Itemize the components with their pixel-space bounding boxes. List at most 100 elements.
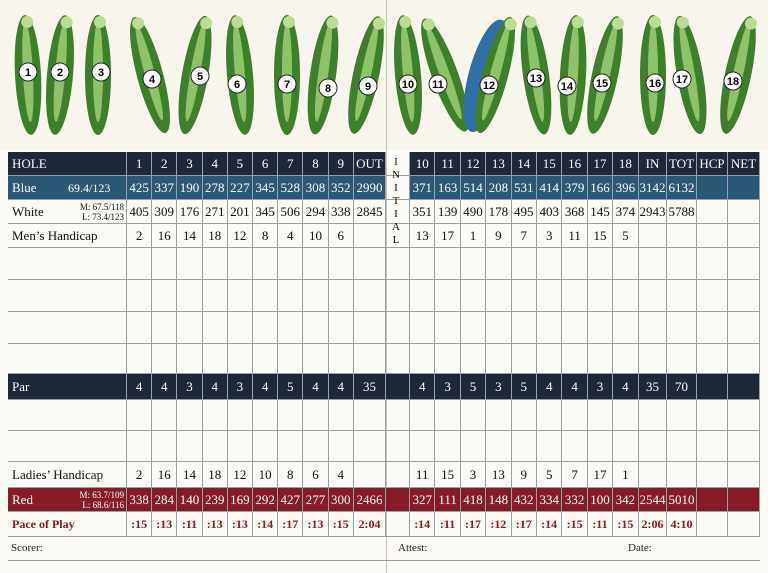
hole-number: 5 (197, 71, 203, 83)
score-cell: 17 (587, 152, 614, 176)
score-cell: 5 (511, 374, 537, 400)
attest-label: Attest: (398, 542, 428, 554)
blank-cell (354, 431, 386, 462)
score-cell: 12 (227, 462, 253, 488)
hole-shape (744, 17, 757, 30)
blank-cell (435, 248, 461, 280)
score-cell: 308 (303, 176, 329, 200)
blank-cell (511, 312, 537, 344)
score-cell: 6 (303, 462, 329, 488)
blank-cell (537, 400, 563, 431)
score-cell: 111 (435, 488, 461, 512)
hole-shape (567, 22, 579, 122)
hole-shape (132, 17, 145, 30)
score-cell: 10 (253, 462, 279, 488)
score-cell: :14 (537, 512, 563, 537)
blank-cell (697, 280, 728, 312)
blank-cell (152, 344, 178, 374)
blank-cell (152, 431, 178, 462)
blank-cell (328, 248, 354, 280)
blank-cell (511, 400, 537, 431)
score-cell: 15 (435, 462, 461, 488)
score-cell: 2990 (354, 176, 386, 200)
score-cell: 4 (152, 374, 178, 400)
score-cell: 514 (460, 176, 487, 200)
blank-cell (386, 400, 410, 431)
score-cell: 10 (410, 152, 436, 176)
score-cell: :13 (152, 512, 178, 537)
blank-cell (278, 280, 304, 312)
blank-cell (227, 312, 253, 344)
blank-cell (202, 400, 228, 431)
blank-cell (202, 312, 228, 344)
score-cell: 425 (127, 176, 153, 200)
course-rating: L: 68.6/116 (82, 500, 124, 510)
hole-shape (372, 17, 385, 30)
blank-cell (697, 344, 728, 374)
score-cell: 342 (613, 488, 639, 512)
hole-shape (200, 17, 213, 30)
score-cell: :14 (410, 512, 436, 537)
score-cell: :13 (227, 512, 253, 537)
blank-cell (728, 400, 760, 431)
score-cell (639, 224, 667, 248)
score-cell: 338 (328, 200, 354, 224)
score-cell: :15 (328, 512, 354, 537)
score-cell: 14 (511, 152, 537, 176)
blank-cell (511, 280, 537, 312)
score-cell: 418 (460, 488, 487, 512)
score-cell: 166 (587, 176, 614, 200)
blank-cell (697, 400, 728, 431)
blank-cell (386, 431, 410, 462)
blank-cell (486, 312, 512, 344)
blank-cell (303, 431, 329, 462)
blank-cell (278, 344, 304, 374)
hole-marker (557, 76, 577, 96)
blank-cell (639, 312, 667, 344)
score-cell: 12 (227, 224, 253, 248)
score-cell: 4 (202, 374, 228, 400)
row-label: Blue (8, 176, 127, 200)
blank-cell (667, 248, 697, 280)
score-cell: 271 (202, 200, 228, 224)
score-cell (728, 224, 760, 248)
hole-shape (594, 23, 618, 121)
hole-marker (277, 74, 297, 94)
score-cell: :17 (460, 512, 487, 537)
score-cell (697, 224, 728, 248)
score-cell: 4 (303, 374, 329, 400)
score-cell (386, 224, 410, 248)
blank-cell (8, 280, 127, 312)
score-cell (697, 488, 728, 512)
blank-cell (410, 248, 436, 280)
blank-cell (328, 280, 354, 312)
hole-marker (227, 74, 247, 94)
blank-cell (486, 280, 512, 312)
score-cell (697, 462, 728, 488)
hole-marker (190, 66, 210, 86)
row-label: HOLE (8, 152, 127, 176)
hole-shape (426, 25, 462, 120)
hole-marker (645, 73, 665, 93)
blank-cell (278, 400, 304, 431)
blank-cell (697, 312, 728, 344)
blank-cell (152, 400, 178, 431)
blank-cell (537, 312, 563, 344)
blank-cell (202, 280, 228, 312)
blank-cell (253, 400, 279, 431)
blank-cell (410, 344, 436, 374)
hole-marker (526, 68, 546, 88)
course-rating: M: 67.5/118 (79, 202, 124, 212)
score-cell: 2845 (354, 200, 386, 224)
blank-cell (303, 280, 329, 312)
hole-number: 7 (284, 79, 290, 91)
blank-cell (328, 400, 354, 431)
score-cell: 16 (152, 462, 178, 488)
blank-cell (435, 431, 461, 462)
hole-diagram (463, 16, 517, 134)
blank-cell (253, 312, 279, 344)
hole-marker (723, 71, 743, 91)
blank-cell (537, 431, 563, 462)
blank-cell (127, 431, 153, 462)
hole-marker (318, 78, 338, 98)
